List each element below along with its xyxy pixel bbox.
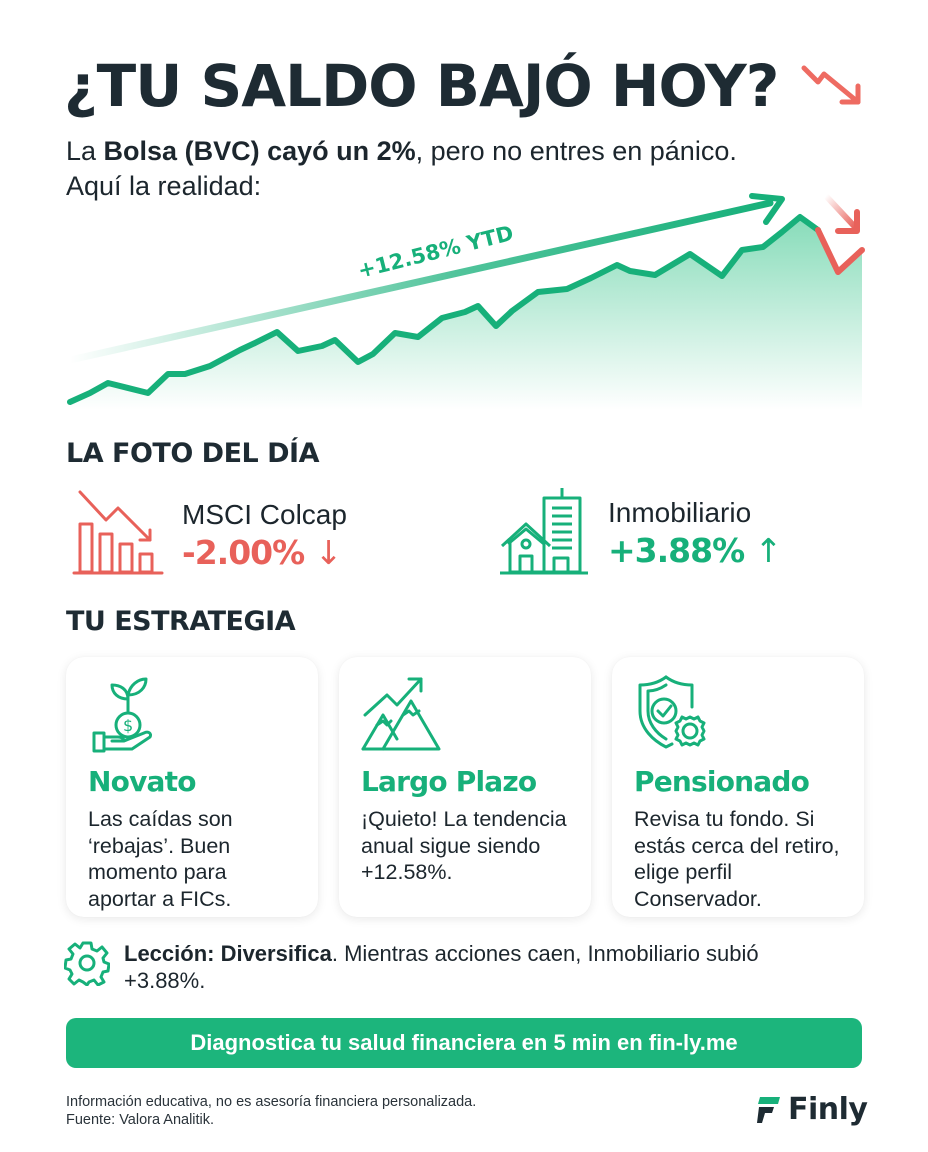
- card-novato: $ Novato Las caídas son ‘rebajas’. Buen …: [66, 657, 318, 917]
- cta-button[interactable]: Diagnostica tu salud financiera en 5 min…: [66, 1018, 862, 1068]
- trend-line: [66, 199, 774, 364]
- lesson-text: . Mientras acciones caen, Inmobiliario s…: [124, 941, 759, 993]
- metric-inmobiliario: Inmobiliario +3.88% ↑: [500, 486, 783, 576]
- card-title: Pensionado: [634, 765, 810, 798]
- subtitle: La Bolsa (BVC) cayó un 2%, pero no entre…: [66, 134, 906, 204]
- lesson-bold: Lección: Diversifica: [124, 941, 332, 966]
- chart-line: [67, 214, 821, 405]
- foto-heading: LA FOTO DEL DÍA: [66, 438, 319, 469]
- arrow-up-icon: ↑: [754, 531, 783, 570]
- gear-icon: [64, 941, 110, 986]
- card-title: Largo Plazo: [361, 765, 537, 798]
- metric-value: +3.88%: [608, 531, 745, 570]
- estrategia-heading: TU ESTRATEGIA: [66, 606, 296, 637]
- bar-chart-down-icon: [72, 490, 164, 575]
- trend-down-arrow-icon: [801, 65, 861, 105]
- metric-colcap: MSCI Colcap -2.00% ↓: [72, 488, 347, 576]
- arrow-down-icon: ↓: [314, 533, 343, 572]
- buildings-icon: [500, 488, 588, 575]
- card-pensionado: Pensionado Revisa tu fondo. Si estás cer…: [612, 657, 864, 917]
- finly-logo-icon: [757, 1096, 780, 1123]
- card-body: Las caídas son ‘rebajas’. Buen momento p…: [88, 807, 233, 911]
- strategy-cards: $ Novato Las caídas son ‘rebajas’. Buen …: [66, 657, 864, 917]
- source: Fuente: Valora Analitik.: [66, 1112, 215, 1128]
- money-plant-hand-icon: $: [92, 677, 152, 753]
- ytd-area-chart: +12.58% YTD: [66, 193, 865, 410]
- svg-text:$: $: [123, 716, 133, 735]
- trend-arrowhead-icon: [749, 193, 785, 225]
- disclaimer: Información educativa, no es asesoría fi…: [66, 1094, 477, 1110]
- mountain-growth-icon: [361, 677, 441, 751]
- page-title: ¿TU SALDO BAJÓ HOY?: [64, 52, 779, 120]
- finly-logo: Finly: [756, 1092, 868, 1127]
- metric-value: -2.00%: [182, 533, 305, 572]
- card-largo-plazo: Largo Plazo ¡Quieto! La tendencia anual …: [339, 657, 591, 917]
- metric-name: Inmobiliario: [608, 497, 752, 528]
- ytd-annotation: +12.58% YTD: [355, 221, 515, 283]
- subtitle-text: La: [66, 136, 104, 166]
- chart-drop-line: [815, 227, 865, 275]
- drop-arrow-icon: [823, 193, 858, 230]
- logo-text: Finly: [788, 1092, 868, 1127]
- subtitle-highlight: Bolsa (BVC) cayó un 2%: [103, 136, 416, 166]
- card-body: ¡Quieto! La tendencia anual sigue siendo…: [361, 807, 567, 884]
- lesson: Lección: Diversifica. Mientras acciones …: [64, 940, 824, 994]
- card-title: Novato: [88, 765, 196, 798]
- footer: Información educativa, no es asesoría fi…: [66, 1093, 476, 1129]
- metric-name: MSCI Colcap: [182, 499, 347, 530]
- subtitle-text: , pero no entres en pánico.: [415, 136, 737, 166]
- subtitle-line2: Aquí la realidad:: [66, 171, 262, 201]
- card-body: Revisa tu fondo. Si estás cerca del reti…: [634, 807, 840, 911]
- shield-gear-icon: [638, 675, 706, 749]
